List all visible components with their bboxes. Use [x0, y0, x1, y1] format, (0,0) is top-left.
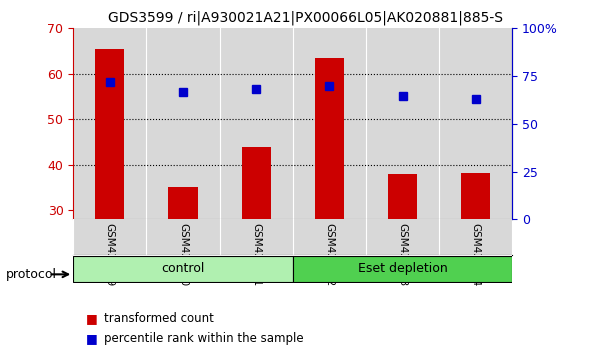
- Text: control: control: [161, 262, 205, 275]
- Bar: [461, 173, 490, 219]
- Bar: [315, 58, 344, 219]
- Text: percentile rank within the sample: percentile rank within the sample: [104, 332, 303, 344]
- Bar: [95, 49, 124, 219]
- FancyBboxPatch shape: [73, 256, 293, 282]
- Text: ■: ■: [85, 312, 97, 325]
- Text: GSM435064: GSM435064: [471, 223, 481, 286]
- Bar: [388, 174, 417, 219]
- Bar: [168, 187, 198, 219]
- Text: GSM435061: GSM435061: [251, 223, 261, 286]
- Text: GSM435060: GSM435060: [178, 223, 188, 286]
- Bar: [242, 147, 271, 219]
- Text: GDS3599 / ri|A930021A21|PX00066L05|AK020881|885-S: GDS3599 / ri|A930021A21|PX00066L05|AK020…: [107, 11, 503, 25]
- Text: ■: ■: [85, 332, 97, 344]
- Text: transformed count: transformed count: [104, 312, 214, 325]
- Text: protocol: protocol: [6, 268, 57, 281]
- Text: Eset depletion: Eset depletion: [357, 262, 448, 275]
- Text: GSM435062: GSM435062: [325, 223, 334, 286]
- Text: GSM435063: GSM435063: [398, 223, 407, 286]
- FancyBboxPatch shape: [293, 256, 512, 282]
- Text: GSM435059: GSM435059: [105, 223, 115, 286]
